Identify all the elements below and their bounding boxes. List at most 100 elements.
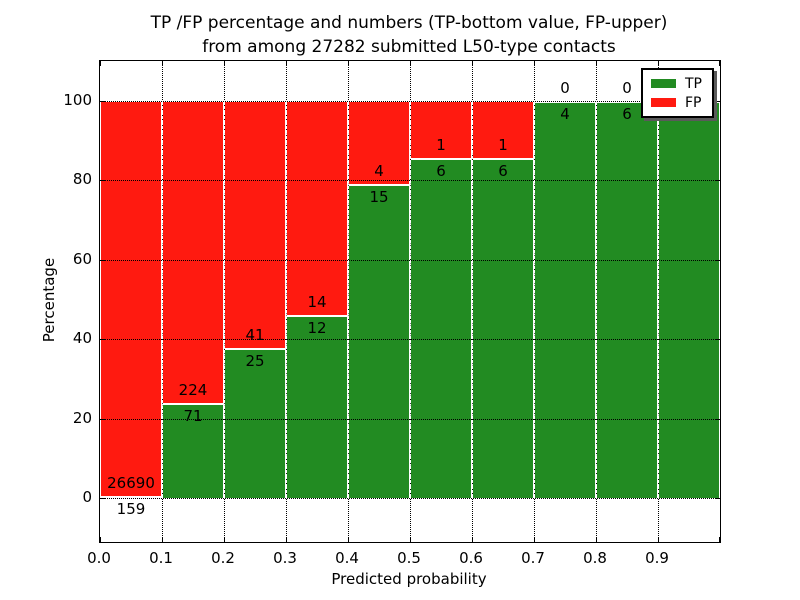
stacked-bar (596, 100, 658, 499)
tp-bar-segment (659, 100, 719, 499)
x-tick-mark (410, 537, 411, 542)
x-tick-mark (162, 61, 163, 66)
x-tick-label: 0.8 (583, 549, 607, 567)
y-tick-mark (715, 418, 720, 420)
fp-legend-label: FP (685, 94, 702, 111)
x-tick-label: 0.4 (335, 549, 359, 567)
tp-bar-segment (349, 184, 409, 499)
fp-count-label: 1 (498, 135, 508, 154)
x-tick-mark (719, 537, 720, 542)
legend-item-fp: FP (651, 93, 702, 112)
y-tick-mark (715, 100, 720, 102)
x-tick-label: 0.9 (645, 549, 669, 567)
tp-count-label: 4 (560, 104, 570, 123)
y-tick-mark (715, 498, 720, 500)
y-gridline (100, 339, 720, 341)
fp-legend-swatch (651, 98, 676, 107)
x-tick-mark (100, 537, 101, 542)
tp-bar-segment (411, 157, 471, 499)
x-tick-mark (410, 61, 411, 66)
tp-count-label: 6 (498, 161, 508, 180)
stacked-bar (348, 100, 410, 499)
x-tick-mark (472, 537, 473, 542)
tp-count-label: 6 (436, 161, 446, 180)
tp-count-label: 159 (116, 499, 146, 518)
stacked-bar (472, 100, 534, 499)
x-tick-mark (348, 61, 349, 66)
y-tick-mark (100, 259, 105, 261)
x-tick-mark (224, 537, 225, 542)
x-tick-mark (224, 61, 225, 66)
y-tick-mark (715, 339, 720, 341)
tp-count-label: 71 (183, 406, 203, 425)
stacked-bar (286, 100, 348, 499)
y-tick-label: 40 (72, 329, 92, 348)
chart-title-line1: TP /FP percentage and numbers (TP-bottom… (150, 13, 668, 33)
y-gridline (100, 100, 720, 102)
fp-count-label: 41 (245, 325, 265, 344)
x-tick-mark (596, 537, 597, 542)
fp-count-label: 0 (622, 78, 632, 97)
x-tick-label: 0.0 (87, 549, 111, 567)
chart-title: TP /FP percentage and numbers (TP-bottom… (99, 11, 719, 59)
x-tick-mark (658, 537, 659, 542)
x-tick-mark (658, 61, 659, 66)
y-tick-label: 60 (72, 249, 92, 268)
legend-item-tp: TP (651, 74, 702, 93)
fp-count-label: 0 (560, 78, 570, 97)
y-tick-mark (100, 339, 105, 341)
tp-bar-segment (473, 157, 533, 499)
fp-count-label: 14 (307, 292, 327, 311)
tp-count-label: 12 (307, 318, 327, 337)
x-tick-label: 0.1 (149, 549, 173, 567)
x-tick-label: 0.2 (211, 549, 235, 567)
y-tick-label: 0 (82, 488, 92, 507)
x-tick-mark (719, 61, 720, 66)
y-gridline (100, 180, 720, 182)
x-tick-mark (534, 61, 535, 66)
y-gridline (100, 418, 720, 420)
stacked-bar (658, 100, 720, 499)
y-gridline (100, 498, 720, 500)
fp-count-label: 4 (374, 162, 384, 181)
stacked-bar (410, 100, 472, 499)
tp-bar-segment (287, 314, 347, 499)
legend: TP FP (641, 68, 714, 118)
x-tick-mark (348, 537, 349, 542)
fp-count-label: 224 (178, 380, 208, 399)
x-tick-label: 0.3 (273, 549, 297, 567)
tp-legend-label: TP (685, 75, 702, 92)
tp-count-label: 6 (622, 104, 632, 123)
tp-bar-segment (101, 495, 161, 499)
fp-bar-segment (163, 100, 223, 403)
fp-bar-segment (101, 100, 161, 496)
chart-title-line2: from among 27282 submitted L50-type cont… (202, 37, 616, 57)
x-tick-label: 0.6 (459, 549, 483, 567)
fp-bar-segment (287, 100, 347, 315)
tp-bar-segment (597, 100, 657, 499)
fp-count-label: 1 (436, 135, 446, 154)
stacked-bar (100, 100, 162, 499)
x-tick-mark (286, 61, 287, 66)
stacked-bar (224, 100, 286, 499)
x-tick-label: 0.5 (397, 549, 421, 567)
x-tick-mark (100, 61, 101, 66)
y-tick-mark (715, 259, 720, 261)
y-tick-mark (100, 418, 105, 420)
x-tick-mark (596, 61, 597, 66)
x-tick-mark (286, 537, 287, 542)
tp-count-label: 15 (369, 188, 389, 207)
y-tick-mark (100, 498, 105, 500)
stacked-bar (162, 100, 224, 499)
tp-bar-segment (163, 402, 223, 499)
x-tick-mark (534, 537, 535, 542)
stacked-bar (534, 100, 596, 499)
fp-count-label: 26690 (107, 473, 155, 492)
tp-count-label: 25 (245, 351, 265, 370)
tp-legend-swatch (651, 79, 676, 88)
y-tick-label: 100 (63, 90, 92, 109)
y-tick-label: 80 (72, 170, 92, 189)
fp-bar-segment (225, 100, 285, 348)
x-tick-label: 0.7 (521, 549, 545, 567)
